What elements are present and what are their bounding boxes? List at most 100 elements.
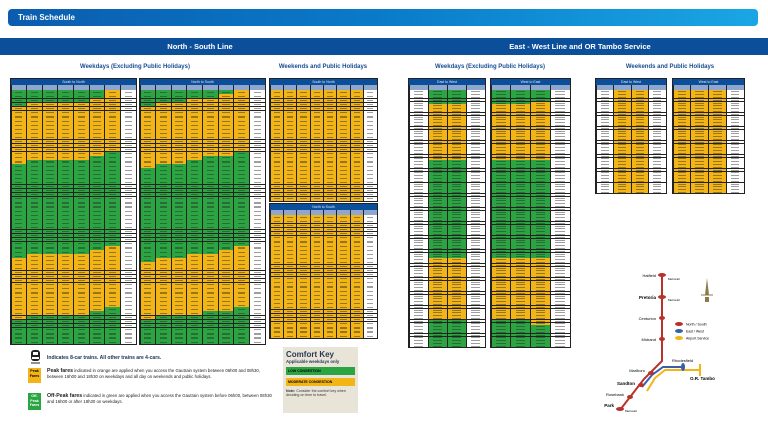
time-cell [310,196,323,201]
time-cell [105,229,120,234]
time-cell [58,241,73,246]
table-title: North to South [140,79,265,85]
time-cell [11,303,27,307]
time-cell [11,286,27,291]
peak-swatch: Peak Fares [28,368,41,383]
time-cell [27,139,42,144]
time-cell [89,151,105,156]
time-cell [11,278,27,283]
time-cell [140,90,156,95]
time-cell [74,168,89,172]
time-cell [105,168,120,172]
metrorail-label: Metrorail [668,298,680,302]
time-cell [42,295,58,299]
time-cell [58,151,73,156]
time-cell [156,94,171,99]
time-cell [89,110,105,115]
time-cell [140,184,156,189]
time-cell [140,176,156,181]
time-cell [171,110,187,115]
column-header [726,85,744,90]
time-cell [74,102,89,107]
time-cell [74,110,89,115]
time-cell [234,131,249,136]
time-cell [27,323,42,328]
time-cell [42,184,58,189]
time-cell [171,94,187,99]
time-cell [105,131,120,136]
time-cell [187,94,202,99]
time-cell [58,286,73,291]
time-cell [105,188,120,193]
time-cell [249,94,265,99]
table-row [11,127,136,131]
time-cell [187,131,202,136]
column-header-row [11,85,136,90]
time-cell [156,102,171,107]
time-cell [270,196,283,201]
time-cell [89,159,105,164]
time-cell [120,143,136,148]
time-cell [89,131,105,136]
time-cell [120,172,136,176]
time-cell [171,106,187,111]
time-cell [249,143,265,148]
table-row [140,290,265,295]
time-cell [234,184,249,189]
time-cell [234,119,249,123]
time-cell [203,94,218,99]
time-cell [74,270,89,275]
time-cell [58,139,73,144]
table-row [140,147,265,152]
column-header [187,85,202,90]
table-row [270,248,377,252]
time-cell [74,209,89,213]
time-cell [42,262,58,267]
table-row [270,188,377,193]
time-cell [234,123,249,127]
time-cell [105,327,120,332]
time-cell [120,188,136,193]
time-cell [105,274,120,279]
time-cell [550,344,570,348]
time-cell [89,94,105,99]
time-cell [156,180,171,185]
table-row [11,176,136,181]
table-row [140,90,265,95]
time-cell [187,155,202,160]
time-cell [140,155,156,160]
time-cell [58,266,73,271]
column-header [324,85,337,90]
time-cell [171,180,187,185]
table-row [140,139,265,144]
table-row [140,245,265,250]
time-cell [74,127,89,131]
time-cell [249,90,265,95]
time-cell [27,135,42,140]
time-cell [58,200,73,205]
table-row [11,135,136,140]
train-icon [31,350,40,364]
table-row [270,123,377,127]
time-cell [58,188,73,193]
time-cell [74,192,89,197]
time-cell [74,307,89,312]
time-cell [11,135,27,140]
time-cell [11,139,27,144]
time-cell [187,114,202,119]
time-cell [120,319,136,324]
time-cell [234,155,249,160]
time-cell [11,151,27,156]
table-row [11,147,136,152]
table-row [11,164,136,168]
route-map: Hatfield Pretoria Centurion Midrand Marl… [604,273,715,413]
time-cell [58,155,73,160]
time-cell [58,123,73,127]
table-row [270,276,377,281]
time-cell [120,98,136,103]
time-cell [120,262,136,267]
time-cell [120,184,136,189]
table-row [11,110,136,115]
time-cell [11,331,27,336]
time-cell [120,192,136,197]
